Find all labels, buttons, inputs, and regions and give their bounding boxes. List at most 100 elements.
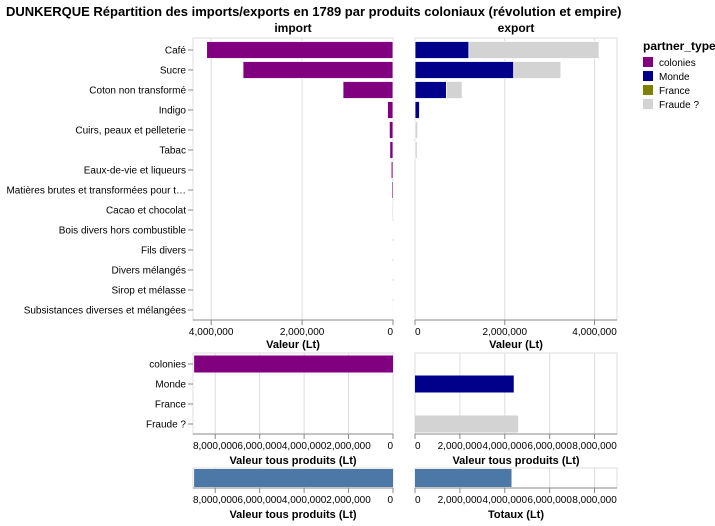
x-tick-label: 8,000,000 xyxy=(572,495,617,506)
x-tick-label: 6,000,000 xyxy=(527,441,572,452)
x-tick-label: 2,000,000 xyxy=(280,327,325,338)
x-tick-label: 0 xyxy=(415,327,421,338)
bar-divers-melanges-colonies xyxy=(392,261,395,279)
x-tick-label: 4,000,000 xyxy=(483,495,528,506)
x-axis-title: Valeur tous produits (Lt) xyxy=(452,455,579,467)
category-label-france: France xyxy=(155,400,187,411)
bar-eaux-de-vie-et-liqueurs-colonies xyxy=(390,161,394,179)
x-tick-label: 8,000,000 xyxy=(193,441,238,452)
bar-coton-non-transforme-colonies xyxy=(342,81,394,99)
category-label-tabac: Tabac xyxy=(159,146,186,157)
panel-frame xyxy=(414,37,618,321)
bar-cacao-et-chocolat-colonies xyxy=(391,201,394,219)
category-label-matieres-brutes-et-transformees-pour-t: Matières brutes et transformées pour t… xyxy=(6,186,186,197)
x-axis-title: Valeur (Lt) xyxy=(489,339,543,351)
legend-swatch-colonies xyxy=(643,57,653,67)
x-axis-title: Totaux (Lt) xyxy=(488,509,544,521)
category-label-cuirs-peaux-et-pelleterie: Cuirs, peaux et pelleterie xyxy=(75,126,186,137)
bar-sirop-et-melasse-colonies xyxy=(392,281,395,299)
x-tick-label: 0 xyxy=(387,327,393,338)
category-label-colonies: colonies xyxy=(149,360,186,371)
x-tick-label: 8,000,000 xyxy=(572,441,617,452)
bar-tabac-colonies xyxy=(389,141,394,159)
x-tick-label: 2,000,000 xyxy=(438,441,483,452)
category-label-monde: Monde xyxy=(155,380,186,391)
panel-title-export: export xyxy=(498,21,535,35)
bar-total xyxy=(415,469,512,487)
chart-title: DUNKERQUE Répartition des imports/export… xyxy=(6,4,621,19)
category-label-bois-divers-hors-combustible: Bois divers hors combustible xyxy=(59,226,187,237)
x-tick-label: 8,000,000 xyxy=(193,495,238,506)
bar-sucre-monde xyxy=(414,61,515,79)
legend-item-france: France xyxy=(643,85,691,97)
panel-2: colonies Monde France Fraude ? 0 2,000,0004,0… xyxy=(146,352,394,467)
category-label-eaux-de-vie-et-liqueurs: Eaux-de-vie et liqueurs xyxy=(84,166,186,177)
category-label-subsistances-diverses-et-melangees: Subsistances diverses et mélangées xyxy=(24,306,186,317)
category-label-sirop-et-melasse: Sirop et mélasse xyxy=(112,286,187,297)
category-label-divers-melanges: Divers mélangés xyxy=(112,266,186,277)
bar-coton-non-transforme-monde xyxy=(414,81,447,99)
bar-coton-non-transforme-fraude xyxy=(446,81,463,99)
bar-sucre-fraude xyxy=(513,61,562,79)
x-tick-label: 6,000,000 xyxy=(237,441,282,452)
legend-item-fraude: Fraude ? xyxy=(643,99,699,111)
legend-label-monde: Monde xyxy=(659,72,690,83)
legend: partner_type colonies Monde France Fraud… xyxy=(643,39,715,111)
bar-indigo-monde xyxy=(414,101,420,119)
bar-bois-divers-hors-combustible-colonies xyxy=(392,221,394,239)
panel-frame xyxy=(192,37,394,321)
x-tick-label: 2,000,000 xyxy=(326,441,371,452)
category-label-sucre: Sucre xyxy=(160,66,187,77)
x-tick-label: 2,000,000 xyxy=(326,495,371,506)
bar-fils-divers-colonies xyxy=(392,241,394,259)
bar-tabac-fraude xyxy=(414,141,418,159)
x-tick-label: 4,000,000 xyxy=(572,327,617,338)
x-tick-label: 4,000,000 xyxy=(282,441,327,452)
x-tick-label: 0 xyxy=(387,441,393,452)
x-tick-label: 2,000,000 xyxy=(438,495,483,506)
bar-subsistances-diverses-et-melangees-colonies xyxy=(392,301,395,319)
bar-total xyxy=(194,469,393,487)
x-tick-label: 0 xyxy=(387,495,393,506)
bar-cafe-fraude xyxy=(468,41,600,59)
legend-title: partner_type xyxy=(643,39,715,53)
x-tick-label: 0 xyxy=(415,441,421,452)
x-tick-label: 2,000,000 xyxy=(483,327,528,338)
bar-indigo-colonies xyxy=(387,101,394,119)
bar-sucre-colonies xyxy=(242,61,394,79)
x-axis-title: Valeur (Lt) xyxy=(266,339,320,351)
bar-cuirs-peaux-et-pelleterie-fraude xyxy=(414,121,419,139)
legend-label-fraude: Fraude ? xyxy=(659,100,699,111)
bar-cafe-monde xyxy=(414,41,470,59)
category-label-coton-non-transforme: Coton non transformé xyxy=(89,86,186,97)
bar-cafe-colonies xyxy=(206,41,394,59)
x-tick-label: 4,000,000 xyxy=(483,441,528,452)
legend-label-colonies: colonies xyxy=(659,58,696,69)
x-tick-label: 6,000,000 xyxy=(527,495,572,506)
bar-monde xyxy=(415,375,514,393)
bar-cuirs-peaux-et-pelleterie-colonies xyxy=(388,121,394,139)
category-label-indigo: Indigo xyxy=(159,106,187,117)
category-label-cacao-et-chocolat: Cacao et chocolat xyxy=(106,206,186,217)
category-label-fils-divers: Fils divers xyxy=(141,246,186,257)
bar-colonies xyxy=(194,355,393,373)
panel-5: 0 2,000,000 4,000,000 6,000,000 8,000,000 Tot… xyxy=(414,467,618,521)
x-tick-label: 4,000,000 xyxy=(189,327,234,338)
legend-swatch-fraude xyxy=(643,99,653,109)
legend-swatch-monde xyxy=(643,71,653,81)
x-axis-title: Valeur tous produits (Lt) xyxy=(229,455,356,467)
x-tick-label: 4,000,000 xyxy=(282,495,327,506)
panel-3: 0 2,000,000 4,000,000 6,000,000 8,000,000 Val… xyxy=(414,352,618,467)
x-tick-label: 0 xyxy=(415,495,421,506)
legend-item-monde: Monde xyxy=(643,71,690,83)
panel-0: Café Sucre Coton non transformé Indigo Cuirs… xyxy=(6,21,395,351)
category-label-fraude: Fraude ? xyxy=(146,420,186,431)
legend-item-colonies: colonies xyxy=(643,57,696,69)
x-tick-label: 6,000,000 xyxy=(237,495,282,506)
category-label-cafe: Café xyxy=(165,46,187,57)
legend-swatch-france xyxy=(643,85,653,95)
panel-title-import: import xyxy=(274,21,311,35)
legend-label-france: France xyxy=(659,86,691,97)
